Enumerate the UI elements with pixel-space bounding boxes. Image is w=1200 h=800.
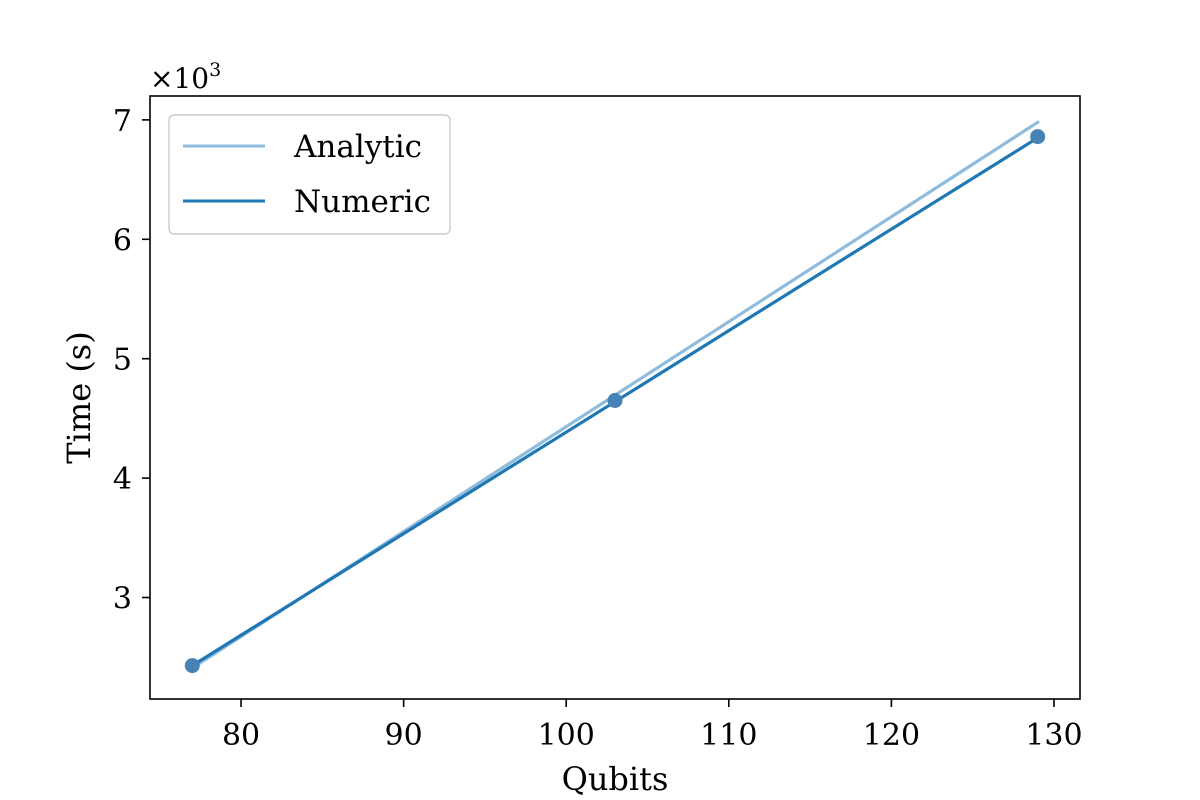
plot-area	[184, 120, 1046, 674]
x-tick-label: 100	[538, 718, 595, 753]
y-tick-label: 6	[113, 223, 132, 258]
y-offset-label: ×103	[150, 59, 221, 95]
y-tick-label: 7	[113, 104, 132, 139]
axes-frame	[149, 95, 1081, 700]
x-axis-label: Qubits	[562, 760, 669, 798]
data-point	[607, 393, 623, 408]
x-tick-label: 90	[385, 718, 423, 753]
y-offset-base: ×10	[150, 62, 209, 95]
y-tick-label: 4	[113, 462, 132, 497]
y-offset-exponent: 3	[209, 59, 221, 81]
y-tick-label: 5	[113, 343, 132, 378]
legend-label-numeric: Numeric	[294, 184, 431, 220]
data-point	[184, 658, 200, 674]
x-tick-label: 110	[700, 718, 757, 753]
legend-label-analytic: Analytic	[293, 129, 422, 165]
y-axis-label: Time (s)	[60, 331, 98, 463]
x-tick-label: 120	[863, 718, 920, 753]
data-point	[1030, 129, 1046, 145]
x-tick-label: 80	[222, 718, 260, 753]
axis-ticks: 80 90 100 110 120 130 3 4 5 6 7	[113, 104, 1083, 753]
legend: Analytic Numeric	[168, 114, 451, 235]
y-tick-label: 3	[113, 582, 132, 617]
x-tick-label: 130	[1025, 718, 1082, 753]
